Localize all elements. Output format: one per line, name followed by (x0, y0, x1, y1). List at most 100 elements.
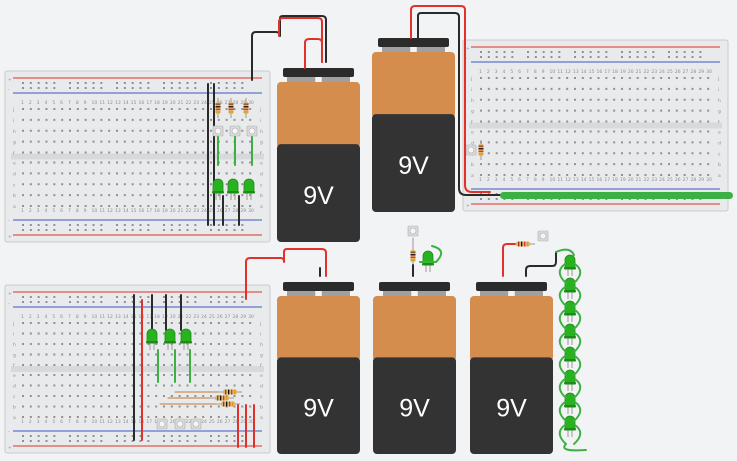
terminal-hole[interactable] (542, 141, 545, 144)
rail-hole[interactable] (210, 87, 212, 89)
terminal-hole[interactable] (202, 183, 205, 186)
terminal-hole[interactable] (668, 98, 670, 101)
terminal-hole[interactable] (69, 395, 71, 397)
terminal-hole[interactable] (61, 129, 64, 132)
terminal-hole[interactable] (225, 183, 228, 186)
terminal-hole[interactable] (691, 120, 694, 123)
terminal-hole[interactable] (597, 163, 600, 166)
terminal-hole[interactable] (178, 194, 181, 197)
terminal-hole[interactable] (84, 140, 87, 143)
terminal-hole[interactable] (194, 118, 197, 121)
rail-hole[interactable] (699, 51, 702, 53)
terminal-hole[interactable] (511, 109, 514, 112)
terminal-hole[interactable] (155, 405, 158, 408)
rail-hole[interactable] (605, 56, 608, 58)
terminal-hole[interactable] (550, 152, 553, 155)
led[interactable] (564, 392, 576, 414)
rail-hole[interactable] (22, 82, 24, 84)
terminal-hole[interactable] (53, 129, 56, 132)
wire-green[interactable] (573, 286, 582, 307)
terminal-hole[interactable] (589, 120, 592, 123)
wire-green[interactable] (573, 401, 582, 422)
terminal-hole[interactable] (116, 405, 118, 408)
led[interactable] (422, 250, 434, 272)
wire-black[interactable] (525, 251, 557, 277)
rail-hole[interactable] (131, 229, 134, 231)
terminal-hole[interactable] (503, 98, 506, 101)
terminal-hole[interactable] (225, 161, 228, 164)
terminal-hole[interactable] (621, 109, 623, 112)
rail-hole[interactable] (131, 224, 134, 226)
terminal-hole[interactable] (45, 108, 48, 110)
rail-hole[interactable] (37, 229, 40, 231)
terminal-hole[interactable] (249, 374, 252, 376)
terminal-hole[interactable] (628, 141, 631, 144)
terminal-hole[interactable] (22, 194, 24, 197)
resistor[interactable] (243, 98, 249, 118)
wire-green[interactable] (419, 245, 443, 263)
terminal-hole[interactable] (147, 353, 150, 356)
wire-green[interactable] (573, 378, 582, 399)
rail-hole[interactable] (233, 82, 236, 84)
button-cap[interactable] (539, 232, 547, 240)
terminal-hole[interactable] (558, 87, 561, 90)
terminal-hole[interactable] (249, 332, 252, 335)
terminal-hole[interactable] (581, 120, 584, 123)
terminal-hole[interactable] (707, 98, 710, 101)
terminal-hole[interactable] (241, 384, 244, 387)
terminal-hole[interactable] (76, 118, 79, 121)
resistor[interactable] (215, 98, 221, 118)
rail-hole[interactable] (241, 224, 244, 226)
wire-red[interactable] (278, 17, 323, 63)
terminal-hole[interactable] (202, 322, 205, 324)
terminal-hole[interactable] (707, 141, 710, 144)
terminal-hole[interactable] (45, 322, 48, 324)
terminal-hole[interactable] (628, 87, 631, 90)
terminal-hole[interactable] (574, 130, 576, 133)
terminal-hole[interactable] (53, 384, 56, 387)
terminal-hole[interactable] (210, 161, 212, 164)
terminal-hole[interactable] (480, 77, 482, 79)
rail-hole[interactable] (147, 296, 150, 298)
rail-hole[interactable] (53, 301, 56, 303)
rail-hole[interactable] (210, 296, 212, 298)
terminal-hole[interactable] (636, 152, 639, 155)
terminal-hole[interactable] (194, 343, 197, 345)
led[interactable] (243, 178, 255, 200)
rail-hole[interactable] (37, 440, 40, 442)
terminal-hole[interactable] (178, 322, 181, 324)
terminal-hole[interactable] (660, 120, 663, 123)
terminal-hole[interactable] (210, 332, 212, 335)
terminal-hole[interactable] (170, 405, 173, 408)
rail-hole[interactable] (84, 301, 87, 303)
terminal-hole[interactable] (495, 141, 498, 144)
terminal-hole[interactable] (45, 395, 48, 397)
rail-hole[interactable] (163, 435, 165, 437)
terminal-hole[interactable] (519, 174, 522, 176)
terminal-hole[interactable] (22, 129, 24, 132)
button-cap[interactable] (176, 420, 184, 428)
terminal-hole[interactable] (178, 332, 181, 335)
rail-hole[interactable] (100, 301, 103, 303)
terminal-hole[interactable] (155, 322, 158, 324)
rail-hole[interactable] (69, 301, 71, 303)
terminal-hole[interactable] (699, 87, 702, 90)
terminal-hole[interactable] (691, 109, 694, 112)
terminal-hole[interactable] (22, 172, 24, 175)
terminal-hole[interactable] (644, 87, 647, 90)
rail-hole[interactable] (170, 440, 173, 442)
terminal-hole[interactable] (660, 109, 663, 112)
terminal-hole[interactable] (597, 174, 600, 176)
terminal-hole[interactable] (29, 205, 32, 207)
terminal-hole[interactable] (155, 205, 158, 207)
terminal-hole[interactable] (116, 364, 118, 366)
terminal-hole[interactable] (116, 183, 118, 186)
rail-hole[interactable] (644, 51, 647, 53)
terminal-hole[interactable] (511, 163, 514, 166)
terminal-hole[interactable] (170, 183, 173, 186)
terminal-hole[interactable] (170, 205, 173, 207)
terminal-hole[interactable] (628, 109, 631, 112)
rail-hole[interactable] (69, 440, 71, 442)
terminal-hole[interactable] (100, 353, 103, 356)
